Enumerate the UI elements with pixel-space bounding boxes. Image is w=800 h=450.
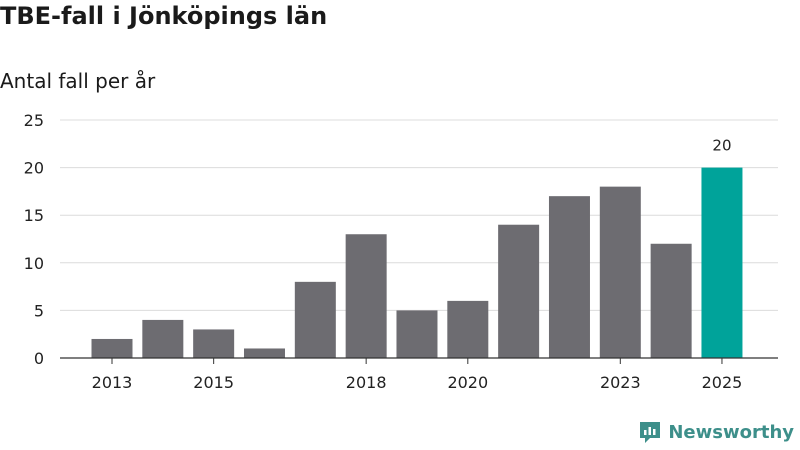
bar-2024	[650, 243, 692, 358]
y-tick-label: 5	[34, 301, 44, 320]
x-tick-label: 2025	[702, 373, 743, 392]
bar-2023	[599, 186, 641, 358]
x-tick-label: 2023	[600, 373, 641, 392]
bar-2020	[447, 300, 489, 358]
y-tick-label: 15	[24, 206, 44, 225]
x-tick-label: 2013	[92, 373, 133, 392]
bar-2014	[142, 319, 184, 358]
y-tick-label: 10	[24, 254, 44, 273]
bar-2016	[243, 348, 285, 358]
x-tick-label: 2015	[193, 373, 234, 392]
bar-2018	[345, 234, 387, 358]
newsworthy-logo-icon	[640, 422, 661, 443]
bar-2025	[701, 167, 743, 358]
bar-2013	[91, 338, 133, 358]
bar-2017	[294, 281, 336, 358]
y-tick-label: 25	[24, 111, 44, 130]
x-tick-label: 2020	[447, 373, 488, 392]
bar-2019	[396, 310, 438, 358]
brand-name: Newsworthy	[668, 421, 794, 443]
bar-2022	[548, 196, 590, 358]
data-label: 20	[712, 137, 731, 155]
bar-2021	[498, 224, 540, 358]
bar-2015	[193, 329, 235, 358]
x-tick-label: 2018	[346, 373, 387, 392]
newsworthy-logo[interactable]: Newsworthy	[638, 420, 794, 444]
chart-subtitle: Antal fall per år	[0, 69, 156, 93]
chart-title: TBE-fall i Jönköpings län	[0, 2, 328, 30]
y-tick-label: 20	[24, 159, 44, 178]
y-tick-label: 0	[34, 349, 44, 368]
